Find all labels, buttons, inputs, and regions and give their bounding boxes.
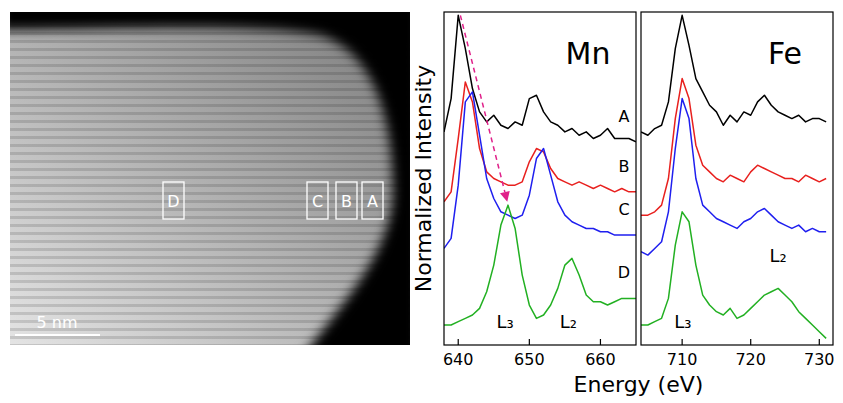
series-label: B — [619, 157, 630, 176]
edge-label: L₂ — [770, 245, 787, 266]
region-label: C — [312, 192, 323, 211]
x-tick-label: 640 — [443, 350, 474, 369]
x-tick-label: 730 — [804, 350, 835, 369]
vacuum — [10, 12, 410, 345]
plot-marks — [444, 15, 636, 325]
x-tick — [750, 339, 751, 345]
region-label: B — [341, 192, 352, 211]
spectrum-line — [444, 92, 636, 249]
series-label: D — [618, 263, 630, 282]
plot-frame — [444, 12, 636, 345]
panel-title: Mn — [566, 36, 611, 71]
spectrum-line — [444, 82, 636, 202]
x-tick-label: 650 — [514, 350, 545, 369]
edge-label: L₂ — [560, 311, 577, 332]
x-tick — [529, 339, 530, 345]
series-label: A — [619, 107, 630, 126]
plot-marks — [641, 15, 826, 338]
x-tick-label: 720 — [735, 350, 766, 369]
x-tick — [458, 339, 459, 345]
micrograph — [10, 12, 410, 345]
x-tick — [600, 339, 601, 345]
spectrum-line — [641, 99, 826, 256]
region-box — [336, 182, 357, 219]
plot-frame — [641, 12, 833, 345]
scale-bar — [15, 334, 100, 336]
spectrum-line — [641, 15, 826, 135]
scale-bar-label: 5 nm — [37, 313, 78, 332]
x-tick — [819, 339, 820, 345]
series-label: C — [618, 200, 629, 219]
edge-label: L₃ — [674, 311, 691, 332]
spectrum-line — [444, 205, 636, 325]
panel-title: Fe — [768, 36, 802, 71]
spectrum-line — [641, 79, 826, 216]
region-label: D — [167, 192, 179, 211]
x-axis-title: Energy (eV) — [574, 372, 704, 397]
arrow-head — [500, 191, 510, 202]
figure: DCBA5 nm640650660MnABCDL₃L₂710720730FeL₃… — [0, 0, 843, 403]
region-label: A — [367, 192, 378, 211]
spectrum-line — [444, 15, 636, 142]
spectrum-line — [641, 212, 826, 339]
edge-label: L₃ — [497, 311, 514, 332]
region-box — [362, 182, 383, 219]
region-box — [307, 182, 328, 219]
region-box — [163, 182, 184, 219]
x-tick-label: 660 — [585, 350, 616, 369]
x-tick — [682, 339, 683, 345]
x-tick-label: 710 — [667, 350, 698, 369]
y-axis-title: Normalized Intensity — [411, 65, 436, 293]
shift-arrow — [460, 15, 504, 192]
